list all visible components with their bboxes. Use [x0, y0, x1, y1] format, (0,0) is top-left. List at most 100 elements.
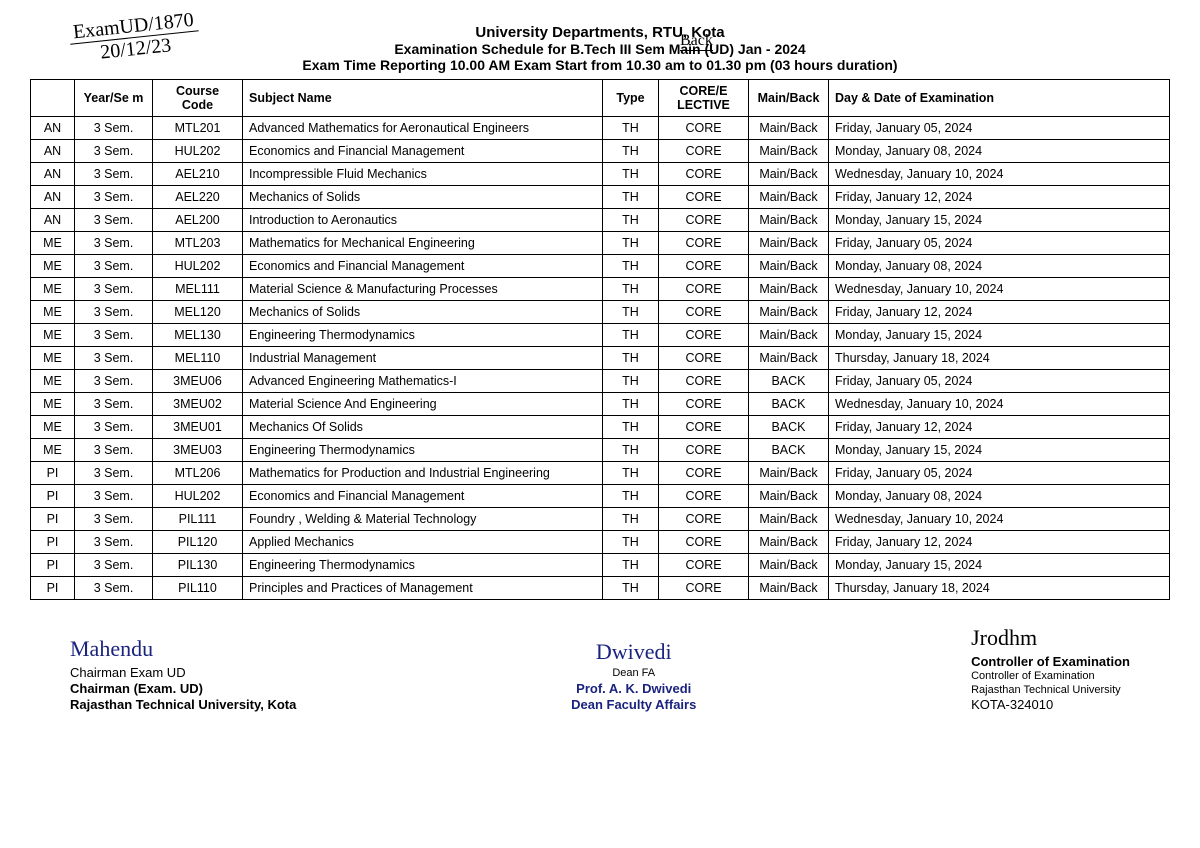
table-body: AN3 Sem.MTL201Advanced Mathematics for A…	[31, 117, 1170, 600]
table-head: Year/Se mCourse CodeSubject NameTypeCORE…	[31, 80, 1170, 117]
table-cell: Mathematics for Mechanical Engineering	[243, 232, 603, 255]
sig-center-l1: Dean FA	[571, 667, 696, 681]
table-cell: 3 Sem.	[75, 301, 153, 324]
table-cell: Main/Back	[749, 347, 829, 370]
table-cell: ME	[31, 439, 75, 462]
table-cell: HUL202	[153, 140, 243, 163]
table-cell: Friday, January 12, 2024	[829, 301, 1170, 324]
table-cell: Main/Back	[749, 209, 829, 232]
sig-center-scribble: Dwivedi	[571, 638, 696, 666]
table-cell: PI	[31, 531, 75, 554]
table-row: AN3 Sem.AEL220Mechanics of SolidsTHCOREM…	[31, 186, 1170, 209]
table-cell: Monday, January 08, 2024	[829, 255, 1170, 278]
table-cell: Material Science & Manufacturing Process…	[243, 278, 603, 301]
table-cell: CORE	[659, 232, 749, 255]
table-cell: CORE	[659, 255, 749, 278]
table-cell: CORE	[659, 554, 749, 577]
table-cell: Advanced Engineering Mathematics-I	[243, 370, 603, 393]
sig-left-l3: Rajasthan Technical University, Kota	[70, 697, 296, 713]
table-cell: Engineering Thermodynamics	[243, 439, 603, 462]
table-cell: Wednesday, January 10, 2024	[829, 393, 1170, 416]
table-cell: Foundry , Welding & Material Technology	[243, 508, 603, 531]
signature-right: Jrodhm Controller of Examination Control…	[971, 624, 1130, 714]
table-cell: PI	[31, 462, 75, 485]
table-row: ME3 Sem.HUL202Economics and Financial Ma…	[31, 255, 1170, 278]
table-cell: TH	[603, 324, 659, 347]
table-cell: Industrial Management	[243, 347, 603, 370]
table-cell: ME	[31, 255, 75, 278]
table-cell: AEL210	[153, 163, 243, 186]
table-cell: TH	[603, 508, 659, 531]
table-cell: TH	[603, 485, 659, 508]
table-cell: TH	[603, 347, 659, 370]
table-cell: Main/Back	[749, 462, 829, 485]
sig-center-l2: Prof. A. K. Dwivedi	[571, 681, 696, 697]
handwritten-back-note: Back	[680, 32, 713, 51]
signature-left: Mahendu Chairman Exam UD Chairman (Exam.…	[70, 635, 296, 713]
table-cell: AN	[31, 117, 75, 140]
table-cell: Main/Back	[749, 186, 829, 209]
table-cell: BACK	[749, 393, 829, 416]
table-cell: CORE	[659, 347, 749, 370]
table-cell: Incompressible Fluid Mechanics	[243, 163, 603, 186]
table-cell: 3 Sem.	[75, 209, 153, 232]
table-header-cell: Main/Back	[749, 80, 829, 117]
table-cell: Engineering Thermodynamics	[243, 324, 603, 347]
table-cell: TH	[603, 439, 659, 462]
table-cell: CORE	[659, 117, 749, 140]
table-cell: MTL203	[153, 232, 243, 255]
table-cell: Economics and Financial Management	[243, 140, 603, 163]
table-cell: 3 Sem.	[75, 347, 153, 370]
table-cell: Monday, January 08, 2024	[829, 485, 1170, 508]
header-line1: University Departments, RTU, Kota	[30, 24, 1170, 41]
table-row: AN3 Sem.AEL210Incompressible Fluid Mecha…	[31, 163, 1170, 186]
table-cell: Economics and Financial Management	[243, 485, 603, 508]
table-cell: Main/Back	[749, 301, 829, 324]
table-cell: 3 Sem.	[75, 577, 153, 600]
table-cell: Friday, January 05, 2024	[829, 462, 1170, 485]
table-cell: 3 Sem.	[75, 531, 153, 554]
table-cell: CORE	[659, 439, 749, 462]
table-cell: Main/Back	[749, 577, 829, 600]
table-cell: CORE	[659, 485, 749, 508]
table-cell: Friday, January 12, 2024	[829, 186, 1170, 209]
sig-right-scribble: Jrodhm	[971, 624, 1130, 652]
table-cell: Material Science And Engineering	[243, 393, 603, 416]
table-row: PI3 Sem.PIL110Principles and Practices o…	[31, 577, 1170, 600]
table-cell: TH	[603, 554, 659, 577]
table-cell: Monday, January 15, 2024	[829, 439, 1170, 462]
table-cell: Main/Back	[749, 485, 829, 508]
table-cell: PIL110	[153, 577, 243, 600]
table-cell: Friday, January 05, 2024	[829, 232, 1170, 255]
table-cell: PIL111	[153, 508, 243, 531]
table-cell: 3MEU03	[153, 439, 243, 462]
table-cell: Monday, January 15, 2024	[829, 209, 1170, 232]
table-cell: 3 Sem.	[75, 255, 153, 278]
table-cell: CORE	[659, 209, 749, 232]
table-cell: TH	[603, 531, 659, 554]
table-cell: 3MEU06	[153, 370, 243, 393]
table-cell: Friday, January 05, 2024	[829, 370, 1170, 393]
table-cell: TH	[603, 278, 659, 301]
table-cell: 3 Sem.	[75, 439, 153, 462]
signature-center: Dwivedi Dean FA Prof. A. K. Dwivedi Dean…	[571, 638, 696, 714]
table-cell: 3MEU01	[153, 416, 243, 439]
table-cell: Mechanics Of Solids	[243, 416, 603, 439]
table-cell: Main/Back	[749, 278, 829, 301]
table-cell: BACK	[749, 439, 829, 462]
table-cell: CORE	[659, 370, 749, 393]
table-cell: 3 Sem.	[75, 163, 153, 186]
table-row: ME3 Sem.MEL120Mechanics of SolidsTHCOREM…	[31, 301, 1170, 324]
table-cell: TH	[603, 416, 659, 439]
table-cell: Main/Back	[749, 255, 829, 278]
table-cell: Main/Back	[749, 140, 829, 163]
sig-left-l1: Chairman Exam UD	[70, 665, 296, 681]
table-cell: Main/Back	[749, 554, 829, 577]
header-line2: Examination Schedule for B.Tech III Sem …	[30, 41, 1170, 57]
table-cell: CORE	[659, 508, 749, 531]
table-cell: Main/Back	[749, 117, 829, 140]
table-cell: 3 Sem.	[75, 508, 153, 531]
table-cell: PIL120	[153, 531, 243, 554]
table-row: ME3 Sem.MEL130Engineering Thermodynamics…	[31, 324, 1170, 347]
table-cell: Economics and Financial Management	[243, 255, 603, 278]
